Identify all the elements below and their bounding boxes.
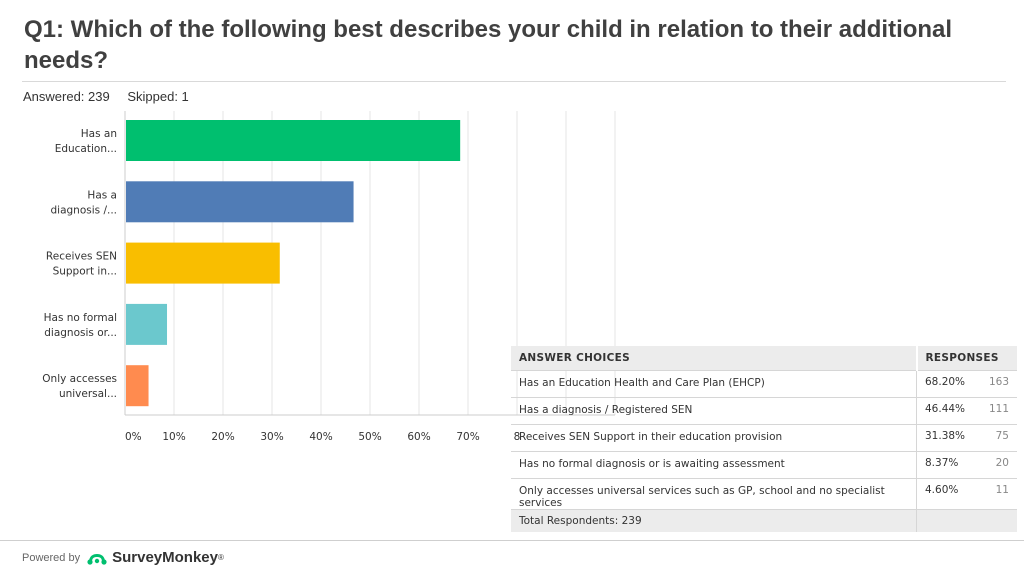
category-label: Has an	[81, 128, 117, 140]
responses-header: RESPONSES	[915, 346, 1017, 371]
total-row: Total Respondents: 239	[511, 509, 1017, 532]
category-label: Only accesses	[42, 373, 117, 385]
response-count: 11	[995, 484, 1009, 496]
answered-count: Answered: 239	[23, 89, 110, 104]
x-tick-label: 40%	[309, 431, 332, 443]
answer-choice-cell: Has a diagnosis / Registered SEN	[511, 397, 917, 425]
category-label: Support in...	[53, 266, 117, 278]
answer-choice-cell: Has an Education Health and Care Plan (E…	[511, 370, 917, 398]
x-tick-label: 0%	[125, 431, 142, 443]
response-percent: 68.20%	[925, 376, 966, 388]
surveymonkey-logo-icon	[87, 553, 107, 565]
table-header-row: ANSWER CHOICES RESPONSES	[511, 346, 1017, 371]
total-empty-cell	[916, 509, 1017, 532]
table-row: Has an Education Health and Care Plan (E…	[511, 370, 1017, 398]
response-percent: 31.38%	[925, 430, 966, 442]
response-count: 75	[995, 430, 1009, 442]
category-label: Has no formal	[44, 312, 117, 324]
answer-choice-cell: Has no formal diagnosis or is awaiting a…	[511, 451, 917, 479]
x-tick-label: 10%	[162, 431, 185, 443]
answer-choice-cell: Receives SEN Support in their education …	[511, 424, 917, 452]
response-summary: Answered: 239 Skipped: 1	[23, 89, 203, 104]
skipped-count: Skipped: 1	[127, 89, 189, 104]
response-count: 163	[988, 376, 1009, 388]
footer: Powered by SurveyMonkey ®	[22, 549, 224, 566]
x-tick-label: 30%	[260, 431, 283, 443]
table-row: Has a diagnosis / Registered SEN 46.44% 11…	[511, 397, 1017, 425]
category-label: Receives SEN	[46, 251, 117, 263]
bar	[126, 365, 149, 407]
category-label: diagnosis /...	[50, 204, 117, 216]
response-cell: 31.38% 75	[916, 424, 1017, 452]
table-row: Only accesses universal services such as…	[511, 478, 1017, 510]
category-label: Education...	[55, 143, 117, 155]
bar	[126, 242, 280, 284]
footer-divider	[0, 540, 1024, 541]
response-cell: 46.44% 111	[916, 397, 1017, 425]
trademark-mark: ®	[217, 553, 224, 562]
response-cell: 4.60% 11	[916, 478, 1017, 510]
x-tick-label: 70%	[456, 431, 479, 443]
response-cell: 68.20% 163	[916, 370, 1017, 398]
response-count: 111	[988, 403, 1009, 415]
results-table: ANSWER CHOICES RESPONSES Has an Educatio…	[511, 346, 1017, 532]
bar	[126, 181, 354, 223]
question-title: Q1: Which of the following best describe…	[24, 16, 953, 74]
table-row: Receives SEN Support in their education …	[511, 424, 1017, 452]
category-label: universal...	[59, 388, 117, 400]
powered-by-label: Powered by	[22, 551, 81, 564]
response-percent: 8.37%	[925, 457, 959, 469]
x-tick-label: 20%	[211, 431, 234, 443]
title-divider	[22, 81, 1006, 82]
answer-choice-cell: Only accesses universal services such as…	[511, 478, 917, 510]
bar	[126, 303, 168, 345]
total-respondents: Total Respondents: 239	[511, 509, 917, 532]
x-tick-label: 60%	[407, 431, 430, 443]
category-label: diagnosis or...	[44, 327, 117, 339]
response-count: 20	[995, 457, 1009, 469]
x-tick-label: 50%	[358, 431, 381, 443]
response-percent: 46.44%	[925, 403, 966, 415]
response-percent: 4.60%	[925, 484, 959, 496]
category-label: Has a	[87, 189, 117, 201]
surveymonkey-wordmark: SurveyMonkey	[112, 549, 218, 566]
answer-choices-header: ANSWER CHOICES	[511, 346, 917, 371]
response-cell: 8.37% 20	[916, 451, 1017, 479]
bar	[126, 120, 461, 161]
table-row: Has no formal diagnosis or is awaiting a…	[511, 451, 1017, 479]
